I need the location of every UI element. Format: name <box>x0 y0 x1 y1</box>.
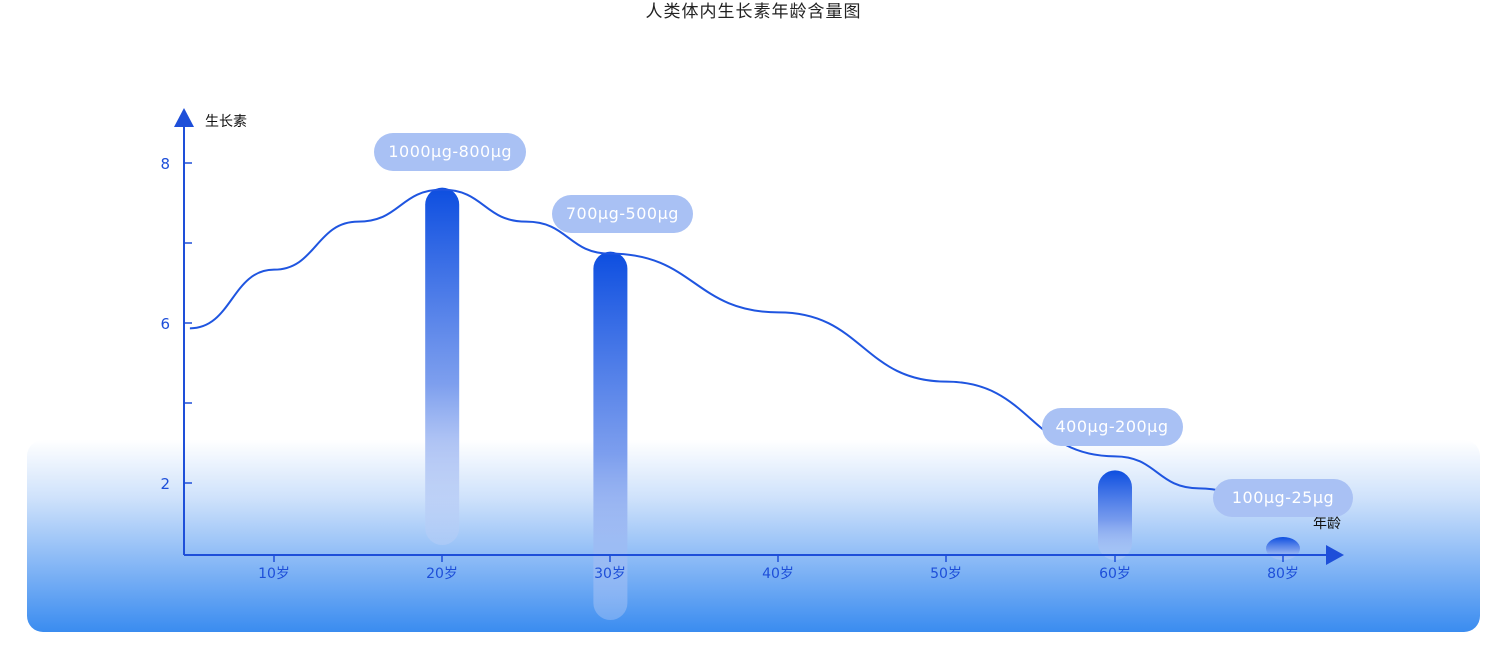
y-axis-label: 生长素 <box>205 114 247 130</box>
bar-value-label: 1000μg-800μg <box>374 132 527 171</box>
bar-value-label: 100μg-25μg <box>1213 479 1353 517</box>
x-tick-label: 50岁 <box>930 566 962 582</box>
x-tick-label: 60岁 <box>1099 566 1131 582</box>
chart-title: 人类体内生长素年龄含量图 <box>645 2 862 22</box>
x-axis-arrow <box>1326 545 1344 565</box>
bar-value-label: 700μg-500μg <box>551 194 693 233</box>
bar <box>425 187 460 545</box>
bar <box>593 251 628 620</box>
x-tick-label: 80岁 <box>1267 566 1299 582</box>
y-tick-label: 8 <box>160 155 170 173</box>
x-axis-label: 年龄 <box>1313 516 1341 532</box>
x-tick-label: 20岁 <box>426 566 458 582</box>
y-axis-arrow <box>174 108 194 127</box>
series-line <box>189 188 1284 511</box>
x-tick-label: 30岁 <box>594 566 626 582</box>
bar <box>1098 470 1132 560</box>
x-tick-label: 10岁 <box>258 566 290 582</box>
y-tick-label: 2 <box>160 475 170 493</box>
bar-value-label: 400μg-200μg <box>1041 408 1183 447</box>
gradient-panel <box>27 440 1480 632</box>
y-tick-label: 6 <box>160 315 170 333</box>
x-tick-label: 40岁 <box>762 566 794 582</box>
